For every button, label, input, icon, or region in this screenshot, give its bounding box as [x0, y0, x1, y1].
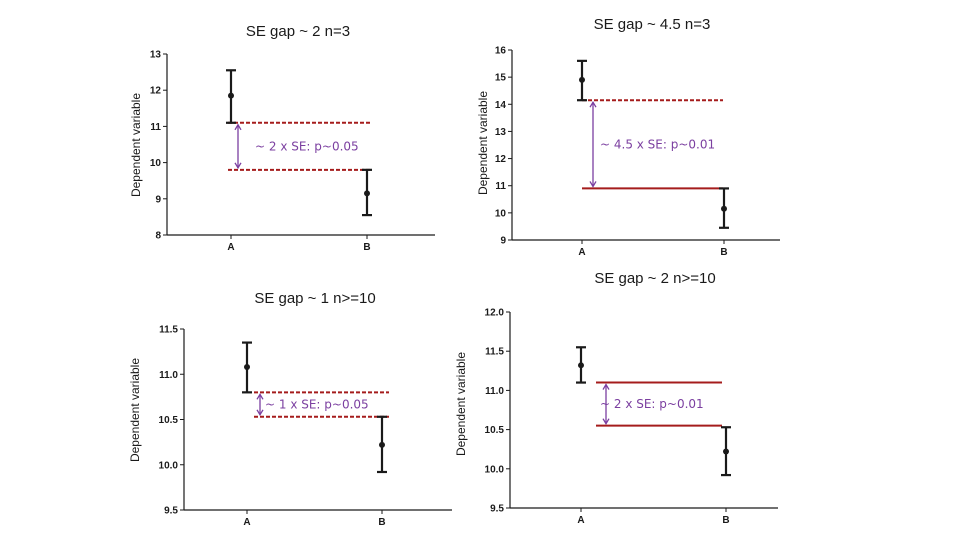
chart4-y-tick-label: 10.5	[485, 425, 505, 436]
chart2-x-tick-label: B	[720, 247, 727, 258]
chart3-gap-arrow-head-bottom	[256, 409, 264, 417]
chart4-mean-point-A	[578, 362, 584, 369]
chart2-y-tick-label: 13	[495, 127, 507, 138]
chart4-gap-arrow-head-top	[602, 383, 610, 390]
chart4-gap-arrow-head-bottom	[602, 418, 610, 425]
chart2-y-tick-label: 12	[495, 154, 507, 165]
chart2-y-tick-label: 16	[495, 46, 507, 57]
chart3-x-tick-label: B	[378, 517, 385, 528]
chart2-y-tick-label: 14	[495, 100, 507, 111]
chart4-y-tick-label: 12.0	[485, 308, 505, 319]
chart2-title: SE gap ~ 4.5 n=3	[594, 16, 711, 33]
chart2-y-tick-label: 11	[495, 181, 506, 192]
chart2-y-tick-label: 9	[500, 236, 506, 247]
chart1-mean-point-B	[364, 190, 370, 197]
chart2-gap-arrow-head-top	[589, 100, 597, 108]
chart4-y-tick-label: 11.0	[485, 386, 504, 397]
chart3-y-tick-label: 11.5	[159, 325, 178, 336]
chart1-y-axis-label: Dependent variable	[129, 93, 143, 197]
chart1-y-tick-label: 12	[150, 86, 162, 97]
chart3-y-tick-label: 10.5	[159, 415, 179, 426]
chart3-mean-point-B	[379, 441, 385, 448]
chart3-mean-point-A	[244, 364, 250, 371]
chart1-y-tick-label: 9	[155, 194, 161, 205]
chart3-annotation: ~ 1 x SE: p~0.05	[265, 398, 369, 412]
chart4-y-tick-label: 10.0	[485, 464, 505, 475]
chart2-y-tick-label: 10	[495, 208, 507, 219]
chart1-annotation: ~ 2 x SE: p~0.05	[255, 139, 359, 153]
chart1-title: SE gap ~ 2 n=3	[246, 23, 350, 40]
chart2-annotation: ~ 4.5 x SE: p~0.01	[600, 137, 715, 151]
chart3-y-tick-label: 10.0	[159, 460, 179, 471]
chart4-title: SE gap ~ 2 n>=10	[594, 270, 715, 287]
chart2-gap-arrow-head-bottom	[589, 181, 597, 188]
chart4-x-tick-label: B	[722, 515, 729, 526]
chart2-mean-point-B	[721, 205, 727, 212]
chart2-y-tick-label: 15	[495, 73, 507, 84]
chart2-y-axis-label: Dependent variable	[476, 91, 490, 195]
chart2-x-tick-label: A	[578, 247, 585, 258]
chart3-title: SE gap ~ 1 n>=10	[254, 290, 375, 307]
chart4-y-tick-label: 11.5	[485, 347, 504, 358]
chart4-annotation: ~ 2 x SE: p~0.01	[600, 397, 704, 411]
chart3-y-tick-label: 11.0	[159, 370, 178, 381]
chart1-y-tick-label: 10	[150, 158, 162, 169]
chart4-y-axis-label: Dependent variable	[454, 352, 468, 456]
chart3-gap-arrow-head-top	[256, 393, 264, 400]
chart1-y-tick-label: 11	[150, 122, 161, 133]
chart4-y-tick-label: 9.5	[490, 504, 504, 515]
chart3-x-tick-label: A	[243, 517, 250, 528]
chart1-y-tick-label: 13	[150, 50, 162, 61]
chart1-x-tick-label: B	[363, 242, 370, 253]
chart4-x-tick-label: A	[577, 515, 584, 526]
chart1-x-tick-label: A	[227, 242, 234, 253]
chart1-gap-arrow-head-bottom	[234, 162, 242, 170]
chart2-mean-point-A	[579, 76, 585, 83]
chart1-mean-point-A	[228, 92, 234, 99]
chart1-gap-arrow-head-top	[234, 123, 242, 131]
chart3-y-axis-label: Dependent variable	[128, 358, 142, 462]
chart1-y-tick-label: 8	[155, 231, 161, 242]
chart4-mean-point-B	[723, 448, 729, 455]
chart3-y-tick-label: 9.5	[164, 506, 178, 517]
